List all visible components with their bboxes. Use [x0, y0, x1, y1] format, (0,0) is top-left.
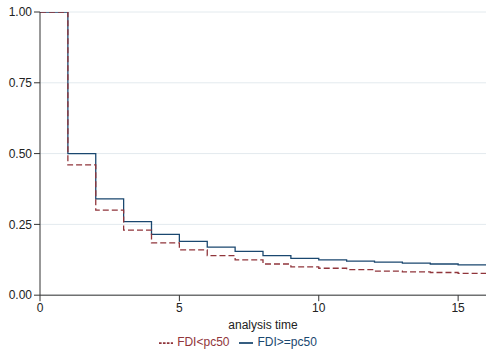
svg-text:10: 10: [312, 301, 326, 315]
html-text:FDI>=pc50: FDI>=pc50: [257, 335, 317, 350]
html-text:FDI<pc50: FDI<pc50: [177, 335, 230, 350]
svg-text:5: 5: [176, 301, 183, 315]
svg-text:0.50: 0.50: [9, 147, 33, 161]
svg-text:0.75: 0.75: [9, 76, 33, 90]
svg-text:0: 0: [37, 301, 44, 315]
svg-text:analysis time: analysis time: [228, 318, 298, 332]
svg-text:0.00: 0.00: [9, 288, 33, 302]
svg-text:0.25: 0.25: [9, 218, 33, 232]
svg-text:1.00: 1.00: [9, 5, 33, 19]
svg-text:15: 15: [451, 301, 465, 315]
